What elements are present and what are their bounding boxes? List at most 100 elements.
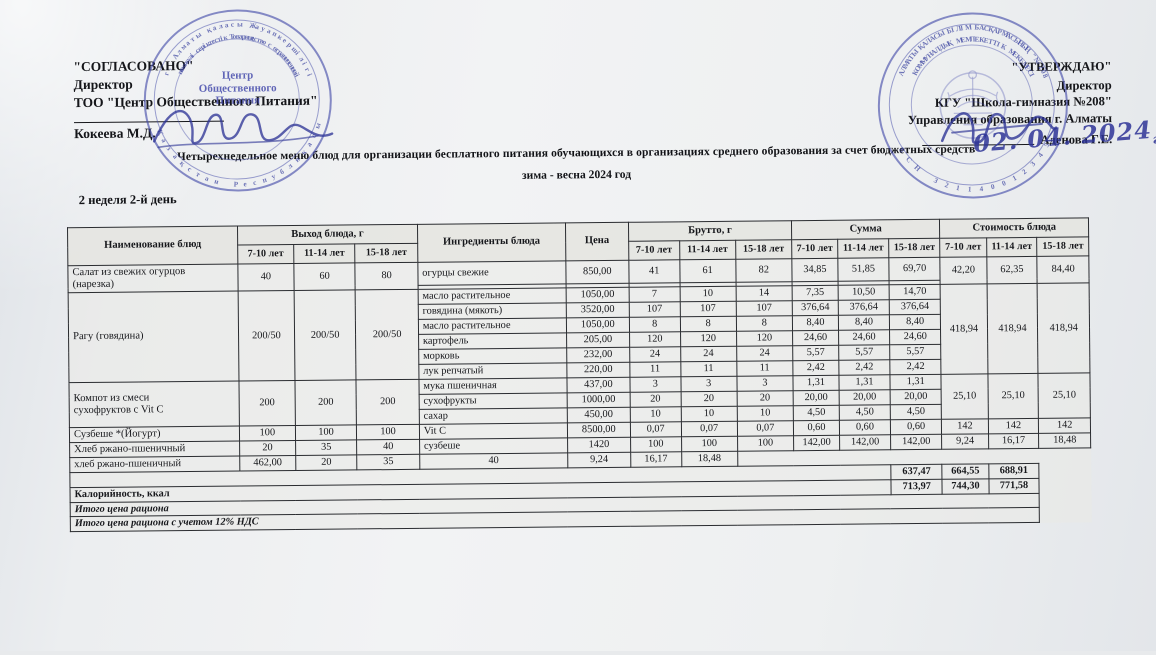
cell-ingredient: огурцы свежие bbox=[417, 260, 566, 285]
cell-cost-0: 42,20 bbox=[940, 256, 987, 285]
cell-price: 3520,00 bbox=[566, 302, 630, 318]
summary-value-2: 771,58 bbox=[988, 478, 1040, 494]
cell-brutto-0: 24 bbox=[629, 346, 681, 363]
cell-yield-2: 200/50 bbox=[355, 289, 419, 380]
th-sum-age-2: 15-18 лет bbox=[888, 238, 941, 258]
cell-yield-0: 100 bbox=[239, 425, 296, 441]
summary-value-0: 637,47 bbox=[890, 464, 943, 480]
cell-brutto-2: 100 bbox=[737, 435, 794, 452]
cell-cost-2: 84,40 bbox=[1037, 255, 1090, 284]
cell-brutto-2: 82 bbox=[735, 258, 792, 282]
cell-price: 450,00 bbox=[567, 407, 631, 423]
document-title-line1: Четырехнедельное меню блюд для организац… bbox=[177, 142, 976, 164]
th-brutto-age-1: 11-14 лет bbox=[679, 240, 736, 260]
approval-left-name: Кокеева М.Д. bbox=[74, 125, 156, 142]
th-cost-age-2: 15-18 лет bbox=[1037, 237, 1089, 257]
cell-price: 1050,00 bbox=[566, 317, 630, 333]
cell-sum-1: 10,50 bbox=[838, 284, 890, 301]
cell-price: 1050,00 bbox=[565, 287, 630, 303]
cell-yield-1: 100 bbox=[295, 424, 357, 441]
cell-cost-2: 25,10 bbox=[1038, 372, 1091, 419]
cell-cost-2: 418,94 bbox=[1037, 282, 1090, 374]
cell-brutto-2: 8 bbox=[736, 315, 793, 332]
cell-ingredient: морковь bbox=[418, 347, 567, 365]
dish-name-line1: Рагу (говядина) bbox=[72, 330, 144, 343]
signature-line-left bbox=[73, 120, 224, 124]
cell-ingredient: мука пшеничная bbox=[418, 377, 567, 395]
th-sum-age-0: 7-10 лет bbox=[791, 239, 838, 259]
cell-sum-0: 1,31 bbox=[792, 375, 840, 391]
cell-brutto-0: 120 bbox=[629, 331, 681, 348]
cell-ingredient: картофель bbox=[418, 332, 567, 350]
cell-brutto-1: 61 bbox=[679, 259, 736, 283]
cell-sum-1: 2,42 bbox=[838, 359, 890, 376]
cell-cost-1: 25,10 bbox=[987, 373, 1039, 419]
cell-sum-1: 5,57 bbox=[838, 344, 890, 361]
cell-sum-1: 20,00 bbox=[839, 389, 891, 406]
th-ingredients: Ингредиенты блюда bbox=[417, 222, 566, 263]
cell-brutto-1: 100 bbox=[681, 436, 738, 452]
summary-value-1: 664,55 bbox=[942, 463, 989, 480]
cell-yield-2: 40 bbox=[356, 439, 420, 455]
cell-ingredient: хлеб ржано-пшеничный bbox=[69, 456, 240, 473]
document-title-line2: зима - весна 2024 год bbox=[521, 167, 632, 182]
cell-brutto-0: 10 bbox=[630, 406, 682, 422]
week-day-label: 2 неделя 2-й день bbox=[78, 192, 177, 208]
cell-dish-name: Салат из свежих огурцов (нарезка) bbox=[67, 263, 239, 293]
th-sum-group: Сумма bbox=[791, 219, 941, 240]
approval-right-org: КГУ "Школа-гимназия №208" bbox=[934, 94, 1112, 111]
menu-table: Наименование блюд Выход блюда, г Ингреди… bbox=[66, 217, 1092, 533]
cell-brutto-2: 3 bbox=[736, 375, 794, 392]
cell-sum-2: 14,70 bbox=[889, 284, 941, 300]
cell-sum-0: 8,40 bbox=[792, 315, 839, 331]
cell-brutto-0: 41 bbox=[628, 259, 680, 283]
cell-sum-0: 376,64 bbox=[792, 300, 839, 316]
cell-sum-0: 34,85 bbox=[791, 258, 839, 282]
cell-sum-0: 5,57 bbox=[792, 345, 839, 361]
cell-price: 1000,00 bbox=[566, 392, 631, 408]
cell-cost-1: 62,35 bbox=[986, 256, 1038, 284]
th-yield-age-1: 11-14 лет bbox=[293, 244, 356, 264]
cell-dish-name: Рагу (говядина) bbox=[68, 291, 239, 383]
cell-cost-2: 18,48 bbox=[1038, 432, 1091, 449]
cell-brutto-0: 20 bbox=[629, 391, 681, 408]
cell-price: 8500,00 bbox=[567, 421, 631, 438]
cell-price: 462,00 bbox=[239, 455, 296, 472]
cell-sum-2: 69,70 bbox=[888, 257, 941, 281]
cell-sum-0: 4,50 bbox=[793, 405, 840, 421]
cell-yield-2: 80 bbox=[355, 262, 418, 291]
approval-right-dept: Управления образования г. Алматы bbox=[907, 110, 1113, 127]
cell-sum-1: 4,50 bbox=[839, 404, 891, 420]
cell-brutto-2: 107 bbox=[736, 300, 793, 317]
summary-value-1: 744,30 bbox=[942, 478, 989, 494]
cell-yield-1: 200 bbox=[294, 379, 357, 426]
cell-cost-1: 142 bbox=[987, 418, 1039, 434]
th-brutto-group: Брутто, г bbox=[628, 220, 792, 242]
dish-name-line2: (нарезка) bbox=[72, 278, 115, 291]
approval-left-org: ТОО "Центр Общественного Питания" bbox=[73, 92, 318, 110]
approval-left-title: "СОГЛАСОВАНО" bbox=[73, 57, 194, 75]
approval-right-role: Директор bbox=[1056, 77, 1112, 93]
cell-yield-0: 20 bbox=[239, 440, 296, 457]
th-cost-age-1: 11-14 лет bbox=[986, 237, 1038, 257]
cell-brutto-2: 120 bbox=[736, 330, 793, 347]
cell-ingredient: сузбеше bbox=[419, 437, 568, 455]
cell-sum-0: 0,60 bbox=[793, 419, 840, 436]
cell-brutto-1: 11 bbox=[680, 361, 737, 377]
cell-brutto-2: 10 bbox=[737, 405, 794, 421]
cell-ingredient: масло растительное bbox=[418, 317, 567, 335]
cell-yield-1: 35 bbox=[295, 439, 358, 456]
cell-ingredient: лук репчатый bbox=[418, 362, 567, 380]
approval-right-title: "УТВЕРЖДАЮ" bbox=[1011, 59, 1112, 75]
cell-dish-name: Компот из смеси сухофруктов с Vit C bbox=[68, 380, 240, 428]
summary-value-0: 713,97 bbox=[890, 479, 943, 495]
cell-ingredient: сухофрукты bbox=[418, 392, 568, 410]
cell-sum-2: 8,40 bbox=[889, 314, 941, 330]
cell-brutto-1: 3 bbox=[680, 376, 737, 392]
cell-brutto-1: 8 bbox=[680, 316, 737, 332]
th-brutto-age-2: 15-18 лет bbox=[735, 239, 792, 260]
cell-cost-0: 25,10 bbox=[941, 373, 988, 419]
cell-sum-2: 18,48 bbox=[681, 451, 738, 467]
